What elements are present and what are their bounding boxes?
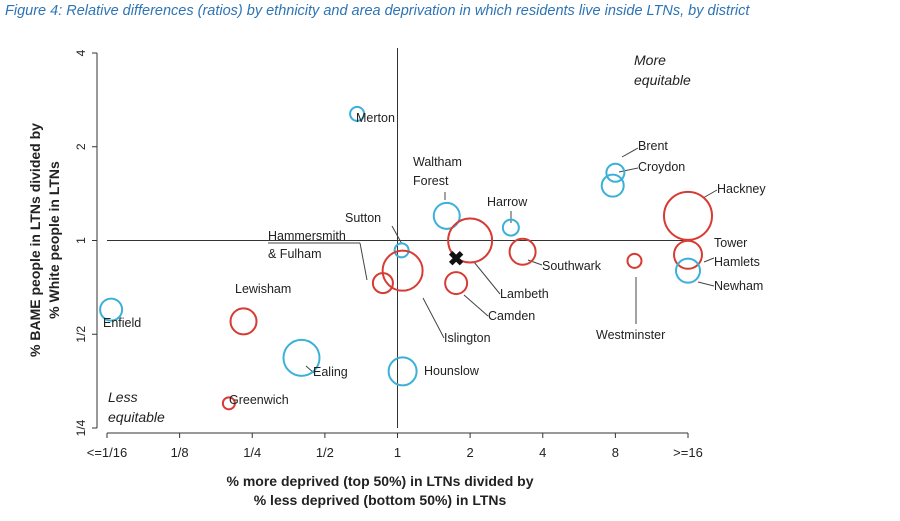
point-label: Ealing — [313, 365, 348, 379]
x-tick-label: 1/4 — [243, 445, 261, 460]
bubble-brent — [605, 162, 626, 183]
bubble-merton — [349, 105, 366, 122]
more-equitable-line1: More — [634, 52, 666, 68]
leader-line — [697, 281, 715, 287]
bubble-enfield — [99, 297, 124, 322]
leader-line — [703, 257, 715, 263]
x-tick-label: <=1/16 — [87, 445, 128, 460]
bubble-southwark — [508, 237, 537, 266]
point-label: Southwark — [542, 259, 602, 273]
point-label: Westminster — [596, 328, 665, 342]
point-label: Hammersmith & Fulham — [268, 229, 346, 261]
leader-line — [391, 225, 403, 245]
point-label: Brent — [638, 139, 668, 153]
bubble-harrow — [501, 218, 520, 237]
point-label: Lambeth — [500, 287, 549, 301]
point-label: Islington — [444, 331, 491, 345]
bubble-tower-hamlets — [673, 239, 703, 270]
bubble-greenwich — [221, 396, 236, 411]
x-tick-label: 4 — [539, 445, 546, 460]
bubble-sutton — [393, 242, 410, 259]
leader-line — [473, 261, 501, 295]
x-tick-label: 8 — [612, 445, 619, 460]
bubble-westminster — [626, 252, 643, 269]
leader-line — [702, 189, 718, 199]
y-axis-label-line2: % White people in LTNs — [46, 161, 62, 319]
point-label: Harrow — [487, 195, 528, 209]
x-tick-label: 2 — [467, 445, 474, 460]
point-label: Tower Hamlets — [714, 236, 760, 269]
y-tick-label: 1 — [74, 237, 88, 244]
label-leader-lines — [268, 147, 718, 374]
bubbles — [99, 105, 713, 411]
x-tick-label: 1 — [394, 445, 401, 460]
point-label: Croydon — [638, 160, 685, 174]
bubble-hounslow — [387, 356, 418, 387]
point-label: Enfield — [103, 316, 141, 330]
bubble-lewisham — [229, 307, 258, 336]
x-ticks: <=1/16 1/8 1/4 1/2 1 2 4 8 >=16 — [87, 433, 703, 460]
bubble-islington — [381, 249, 424, 292]
point-label: Hackney — [717, 182, 766, 196]
bubble-camden — [444, 271, 469, 296]
x-axis-label-line1: % more deprived (top 50%) in LTNs divide… — [226, 473, 533, 489]
bubble-croydon — [600, 173, 625, 198]
point-label: Waltham Forest — [413, 155, 462, 188]
chart-title: Figure 4: Relative differences (ratios) … — [5, 3, 750, 19]
bubble-lambeth — [447, 217, 494, 264]
leader-line — [422, 297, 445, 339]
point-label: Camden — [488, 309, 535, 323]
y-tick-label: 1/2 — [74, 326, 88, 343]
more-equitable-line2: equitable — [634, 72, 691, 88]
point-label: Merton — [356, 111, 395, 125]
leader-line — [621, 147, 639, 158]
point-label: Newham — [714, 279, 763, 293]
x-tick-label: 1/8 — [171, 445, 189, 460]
point-labels: Merton Waltham Forest Harrow Brent Croydon Hac… — [103, 111, 766, 407]
y-tick-label: 1/4 — [74, 419, 88, 436]
point-label: Greenwich — [229, 393, 289, 407]
y-tick-label: 4 — [74, 49, 88, 56]
y-ticks: 1/4 1/2 1 2 4 — [74, 49, 97, 436]
less-equitable-line1: Less — [108, 389, 138, 405]
axes — [96, 48, 688, 434]
leader-line — [463, 294, 489, 317]
leader-line — [527, 259, 543, 266]
y-axis-label-line1: % BAME people in LTNs divided by — [27, 123, 43, 357]
y-tick-label: 2 — [74, 143, 88, 150]
bubble-newham — [675, 257, 701, 284]
leader-line — [359, 242, 368, 281]
x-tick-label: >=16 — [673, 445, 703, 460]
london-average-cross-marker: ✖ — [448, 248, 465, 270]
less-equitable-line2: equitable — [108, 409, 165, 425]
x-axis-label-line2: % less deprived (bottom 50%) in LTNs — [254, 492, 507, 508]
bubble-hackney — [663, 190, 713, 241]
point-label: Lewisham — [235, 282, 291, 296]
x-tick-label: 1/2 — [316, 445, 334, 460]
leader-line — [618, 167, 639, 173]
point-label: Hounslow — [424, 364, 480, 378]
point-label: Sutton — [345, 211, 381, 225]
bubble-waltham-forest — [432, 201, 461, 230]
bubble-ealing — [282, 338, 321, 377]
